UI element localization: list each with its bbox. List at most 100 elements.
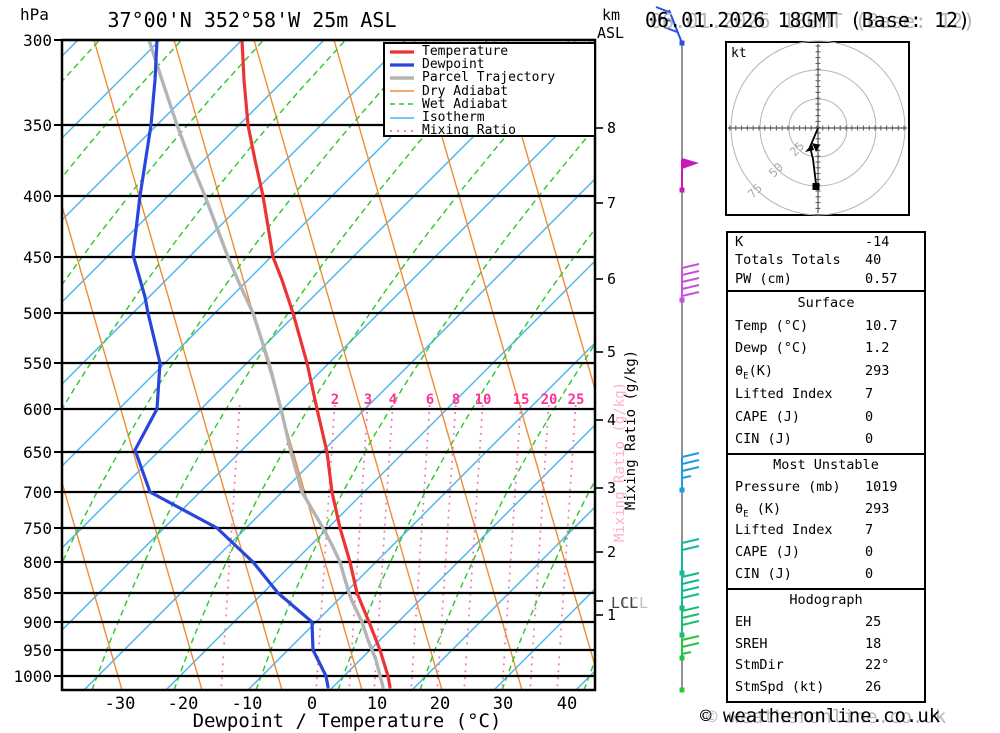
isotherm-line [412,507,594,689]
station-title: 37°00'N 352°58'W 25m ASL [107,8,397,32]
wind-barb [679,635,700,661]
table-row-label: Lifted Index [735,522,833,539]
table-row-label: Temp (°C) [735,317,809,334]
wet-adiabat-line [255,128,594,689]
dry-adiabat-line [413,41,594,665]
legend-label: Isotherm [422,110,485,126]
isotherm-line [330,425,594,689]
parcel-trajectory-curve [147,41,385,689]
legend-label: Wet Adiabat [422,96,509,112]
table-row-label: Totals Totals [735,252,841,269]
km-tick-label: 4 [607,411,617,429]
table-row-label: CIN (J) [735,566,792,583]
asl-unit-label: ASL [597,24,625,42]
mixing-ratio-value-label: 15 [512,392,530,408]
pressure-tick-label: 850 [23,584,52,603]
table-row-value: 25 [865,613,882,630]
wind-profile-column [655,6,700,693]
isotherm-line [63,97,594,630]
pressure-tick-label: 300 [23,31,52,50]
isotherm-line [84,179,594,689]
legend-sample-parcel-trajectory [390,76,414,80]
table-row-label: CIN (J) [735,431,792,448]
wet-adiabat-line [91,41,510,689]
legend-label: Dry Adiabat [422,83,509,99]
table-row-value: -14 [865,234,890,250]
dry-adiabat-line [93,41,283,689]
pressure-tick-label: 950 [23,641,52,660]
mixing-ratio-line [348,404,369,689]
isotherm-line [63,41,242,220]
pressure-tick-label: 450 [23,248,52,267]
table-row-value: 0.57 [865,270,898,287]
table-row-label: θE(K) [735,363,773,382]
hodograph-storm-marker [812,183,820,190]
wind-barb-dot [679,687,685,693]
table-row: θE (K) 293 [728,499,924,521]
wet-adiabat-line [63,41,264,285]
legend-label: Mixing Ratio [422,123,516,139]
isotherm-line [248,343,594,689]
wet-adiabat-line [63,41,346,409]
mixing-ratio-line [315,404,336,689]
table-row: CIN (J) 0 [728,428,924,451]
table-row-value: 0 [865,544,874,561]
temp-tick-label: -10 [231,694,263,714]
sounding-curves [131,41,392,689]
table-row-value: 10.7 [865,317,898,334]
hodograph-arrowhead [805,144,814,152]
mixing-ratio-value-label: 6 [425,392,435,408]
table-row: Totals Totals 40 [728,251,924,269]
table-row-value: 293 [865,363,890,380]
pressure-tick-label: 500 [23,304,52,323]
hodograph-trace [809,127,819,185]
wet-adiabat-line [63,41,182,178]
isotherm-line [63,41,570,548]
mixing-ratio-axis-label: Mixing Ratio (g/kg) [623,349,639,511]
wet-adiabat-line [419,344,594,689]
dry-adiabat-line [333,41,523,689]
pressure-tick-label: 550 [23,354,52,373]
km-tick-label: 2 [607,543,617,561]
data-table-hodograph: Hodograph EH 25 SREH 18 StmDir 22° StmSpd (kt) 2… [726,588,926,703]
mixing-ratio-value-label: 25 [567,392,585,408]
legend-box: Temperature Dewpoint Parcel Trajectory Dry … [383,42,596,137]
table-row-label: StmDir [735,657,784,674]
mixing-ratio-line [410,404,431,689]
pressure-unit-label: hPa [20,5,49,24]
table-row-value: 293 [865,500,890,517]
table-row-value: 7 [865,385,874,402]
legend-sample-wet-adiabat [390,103,414,106]
table-row: CAPE (J) 0 [728,542,924,564]
km-tick-label: 7 [607,194,617,212]
pressure-tick-label: 650 [23,443,52,462]
data-table-most-unstable: Most Unstable Pressure (mb) 1019 θE (K) 293 L… [726,453,926,590]
pressure-tick-label: 700 [23,483,52,502]
table-row-label: Lifted Index [735,385,833,402]
data-table-surface: Surface Temp (°C) 10.7 Dewp (°C) 1.2 θE(K) 293… [726,290,926,455]
legend-item: Wet Adiabat [389,98,594,111]
table-row: CIN (J) 0 [728,564,924,586]
mixing-ratio-line [436,404,457,689]
table-row: Temp (°C) 10.7 [728,315,924,338]
table-row: CAPE (J) 0 [728,406,924,429]
pressure-tick-label: 600 [23,400,52,419]
isotherm-line [63,41,406,384]
copyright-label: © weatheronline.co.uk [700,705,941,727]
data-table-indices: K -14 Totals Totals 40 PW (cm) 0.57 [726,231,926,292]
copyright-ghost: © weatheronline.co.uk [706,706,947,728]
table-row-label: Pressure (mb) [735,478,841,495]
mixing-ratio-value-label: 4 [388,392,398,408]
isotherm-line [63,41,488,466]
table-row-value: 0 [865,566,874,583]
pressure-tick-label: 400 [23,187,52,206]
legend-label: Parcel Trajectory [422,70,556,86]
hodograph [725,40,910,216]
table-row: SREH 18 [728,634,924,656]
legend-item: Dry Adiabat [389,85,594,98]
mixing-ratio-value-label: 3 [363,392,373,408]
km-tick-label: 5 [607,343,617,361]
km-tick-label: 6 [607,270,617,288]
legend-sample-dewpoint [390,63,414,67]
table-header: Surface [797,295,855,311]
